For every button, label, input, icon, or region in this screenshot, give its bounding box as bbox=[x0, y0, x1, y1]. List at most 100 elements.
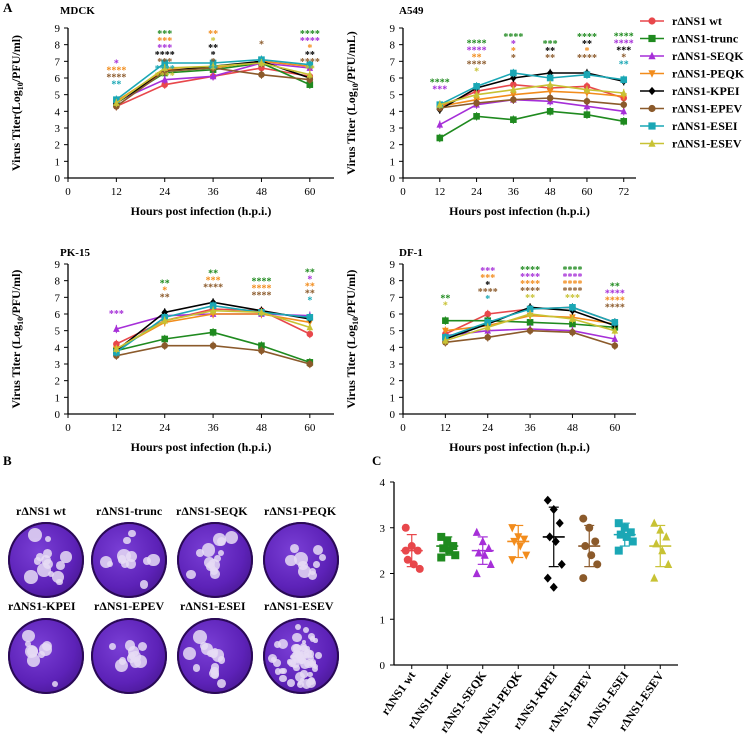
plaque-spot bbox=[209, 567, 218, 576]
x-axis-title: Hours post infection (h.p.i.) bbox=[131, 204, 272, 218]
significance-stars: ** bbox=[440, 294, 450, 305]
plaque-spot bbox=[186, 569, 196, 579]
y-tick-label: 7 bbox=[390, 56, 396, 68]
data-point bbox=[401, 523, 410, 532]
y-tick-label: 9 bbox=[390, 23, 396, 35]
x-tick-label: 0 bbox=[400, 422, 406, 434]
significance-stars: * bbox=[114, 59, 119, 70]
plaque-spot bbox=[134, 654, 147, 668]
legend-item-ESEV: rΔNS1-ESEV bbox=[640, 137, 742, 151]
significance-stars: **** bbox=[562, 279, 582, 290]
data-point bbox=[546, 108, 554, 115]
significance-stars: **** bbox=[605, 295, 625, 306]
data-point bbox=[546, 94, 554, 102]
plaque-spot bbox=[209, 668, 219, 679]
significance-stars: ** bbox=[305, 282, 315, 293]
significance-stars: ** bbox=[525, 293, 535, 304]
plaque-spot bbox=[300, 670, 308, 678]
plaque-spot bbox=[312, 666, 319, 673]
significance-stars: * bbox=[443, 301, 448, 312]
x-tick-label: 60 bbox=[304, 186, 316, 198]
data-point bbox=[451, 551, 460, 560]
significance-stars: ** bbox=[160, 292, 170, 303]
plaque-spot bbox=[273, 640, 282, 648]
series-EPEV bbox=[436, 93, 628, 113]
significance-stars: *** bbox=[157, 43, 172, 54]
plaque-spot bbox=[285, 554, 297, 567]
y-tick-label: 2 bbox=[55, 140, 61, 152]
data-point bbox=[526, 310, 534, 317]
plaque-spot bbox=[25, 640, 32, 647]
data-point bbox=[614, 519, 623, 528]
data-point bbox=[551, 536, 560, 546]
data-point bbox=[473, 99, 480, 107]
data-point bbox=[510, 91, 517, 99]
data-point bbox=[587, 551, 596, 560]
x-tick-label: 24 bbox=[471, 186, 483, 198]
series-ESEV bbox=[113, 306, 314, 354]
data-point bbox=[161, 64, 169, 71]
data-point bbox=[591, 537, 600, 546]
x-tick-label: 12 bbox=[434, 186, 445, 198]
data-point bbox=[555, 518, 564, 528]
data-point bbox=[258, 64, 265, 72]
significance-stars: **** bbox=[562, 286, 582, 297]
plaque-dish bbox=[8, 618, 84, 694]
x-tick-label: 72 bbox=[618, 186, 629, 198]
plaque-spot bbox=[114, 658, 129, 673]
y-tick-label: 0 bbox=[55, 173, 61, 185]
data-point bbox=[306, 61, 314, 68]
y-tick-label: 4 bbox=[55, 106, 61, 118]
legend-item-SEQK: rΔNS1-SEQK bbox=[640, 49, 744, 63]
plaque-spot bbox=[302, 639, 307, 644]
y-tick-label: 1 bbox=[55, 156, 61, 168]
y-tick-label: 4 bbox=[55, 342, 61, 354]
significance-stars: *** bbox=[109, 309, 124, 320]
plaque-spot bbox=[45, 535, 52, 542]
scatter-group-ESEI: rΔNS1-ESEI bbox=[582, 519, 637, 730]
data-point bbox=[113, 325, 120, 332]
plate-label: rΔNS1-trunc bbox=[96, 504, 163, 518]
significance-stars: **** bbox=[106, 73, 126, 84]
y-tick-label: 7 bbox=[55, 56, 61, 68]
data-point bbox=[579, 574, 588, 583]
data-point bbox=[526, 305, 534, 313]
plaque-spot bbox=[43, 548, 52, 558]
data-point bbox=[442, 327, 449, 335]
x-tick-label: 12 bbox=[111, 186, 122, 198]
plaque-spot bbox=[108, 643, 116, 651]
data-point bbox=[442, 317, 449, 324]
data-point bbox=[620, 89, 628, 96]
y-tick-label: 0 bbox=[380, 660, 386, 672]
data-point bbox=[437, 532, 446, 541]
plaque-spot bbox=[224, 530, 239, 544]
significance-stars: **** bbox=[251, 277, 271, 288]
plaque-spot bbox=[279, 674, 287, 682]
data-point bbox=[611, 342, 619, 349]
plaque-spot bbox=[299, 677, 304, 682]
significance-stars: *** bbox=[157, 57, 172, 68]
significance-stars: **** bbox=[520, 279, 540, 290]
x-tick-label: 24 bbox=[159, 422, 171, 434]
data-point bbox=[415, 564, 424, 573]
y-tick-label: 7 bbox=[55, 292, 61, 304]
plaque-spot bbox=[196, 549, 205, 557]
data-point bbox=[113, 99, 120, 106]
data-point bbox=[445, 546, 454, 555]
x-tick-label: 36 bbox=[525, 422, 537, 434]
data-point bbox=[614, 546, 623, 555]
significance-stars: *** bbox=[206, 275, 221, 286]
significance-stars: ** bbox=[160, 278, 170, 289]
series-line bbox=[439, 72, 624, 106]
legend-item-ESEI: rΔNS1-ESEI bbox=[640, 119, 738, 133]
data-point bbox=[403, 555, 412, 564]
series-line bbox=[439, 83, 624, 108]
significance-stars: * bbox=[584, 46, 589, 57]
x-axis-title: Hours post infection (h.p.i.) bbox=[449, 204, 590, 218]
data-point bbox=[557, 559, 566, 569]
data-point bbox=[611, 319, 619, 326]
data-point bbox=[473, 90, 480, 98]
x-tick-label: 0 bbox=[400, 186, 406, 198]
plaque-spot bbox=[298, 561, 308, 571]
plate-label: rΔNS1-ESEV bbox=[264, 599, 334, 613]
